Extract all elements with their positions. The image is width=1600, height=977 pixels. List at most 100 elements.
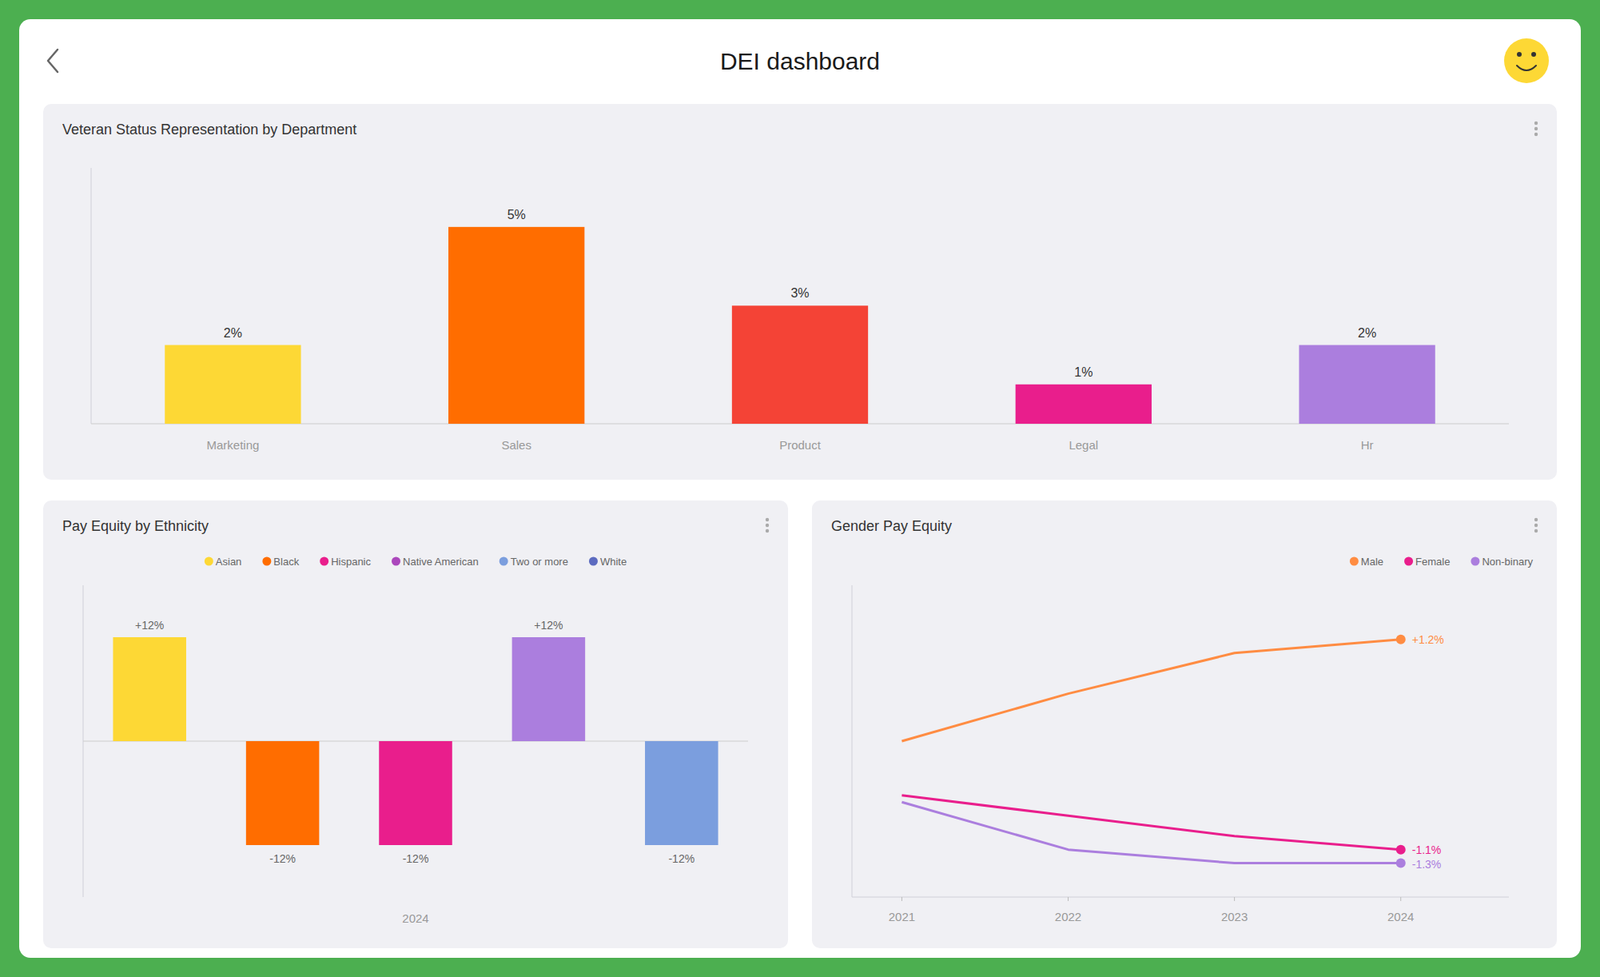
data-label: 2%: [1357, 326, 1377, 340]
axes: Marketing Sales Product Legal Hr: [91, 167, 1509, 452]
chart-title: Veteran Status Representation by Departm…: [62, 121, 357, 138]
line: [901, 639, 1401, 741]
legend-entry: Black: [262, 555, 299, 568]
smiley-face: [1504, 38, 1549, 84]
legend-swatch: [204, 557, 214, 566]
bar: [1015, 384, 1152, 424]
data-label: +12%: [135, 618, 164, 632]
bar: [164, 345, 301, 424]
menu-dot: [765, 523, 769, 527]
legend: Male Female Non-binary: [1349, 555, 1534, 568]
axes: 2021 2022 2023 2024: [851, 585, 1509, 924]
bar: [512, 636, 586, 741]
legend-entry: Native American: [391, 555, 479, 568]
data-label: 5%: [507, 207, 526, 222]
y-axis: [851, 585, 853, 897]
bars: [112, 636, 718, 845]
smiley-icon: [1504, 38, 1549, 84]
legend: Asian Black Hispanic Native American Two or …: [204, 555, 627, 568]
panel-background: [43, 500, 789, 948]
dashboard-title: DEI dashboard: [720, 47, 880, 75]
legend-swatch: [499, 557, 509, 566]
back-icon[interactable]: [47, 49, 58, 72]
data-label: -12%: [402, 851, 430, 865]
legend-label: Male: [1361, 555, 1384, 568]
legend-swatch: [391, 557, 401, 566]
menu-dot: [765, 529, 769, 533]
legend-swatch: [1404, 557, 1413, 566]
bar: [246, 740, 320, 845]
legend-swatch: [589, 557, 598, 566]
smiley-mouth: [1516, 65, 1537, 71]
data-label: -12%: [269, 851, 296, 865]
x-tick-label: Sales: [501, 437, 532, 452]
data-label: +12%: [533, 618, 563, 632]
bar: [448, 226, 585, 424]
bar: [378, 740, 453, 845]
x-tick-label: 2022: [1054, 909, 1082, 924]
x-axis: [851, 896, 1509, 898]
x-tick-label: Product: [779, 437, 822, 452]
x-tick: [901, 896, 903, 901]
end-label: +1.2%: [1412, 632, 1445, 646]
panel-background: [43, 103, 1557, 480]
end-label: -1.1%: [1412, 843, 1442, 856]
x-tick-label: 2024: [1387, 909, 1414, 924]
menu-icon[interactable]: [1534, 517, 1538, 533]
data-label: -12%: [668, 851, 695, 865]
bar: [732, 305, 868, 424]
menu-icon[interactable]: [765, 517, 769, 533]
x-tick-label: Marketing: [206, 437, 259, 452]
panel: Gender Pay Equity Male Female Non-binary 202…: [811, 500, 1557, 948]
x-tick-label: 2023: [1221, 909, 1248, 924]
bar: [644, 740, 719, 845]
lines: [901, 634, 1405, 868]
legend-label: Non-binary: [1481, 555, 1533, 568]
legend-label: Two or more: [510, 555, 569, 568]
x-tick-label: 2024: [401, 911, 429, 925]
x-tick-label: Legal: [1068, 437, 1099, 452]
x-tick-label: Hr: [1361, 437, 1374, 452]
data-labels: +12% -12% -12% +12% -12%: [135, 618, 695, 865]
dashboard: DEI dashboard Veteran Status Representati…: [0, 0, 1600, 977]
legend-label: Hispanic: [330, 555, 371, 568]
data-label: 3%: [790, 286, 809, 300]
legend-label: Native American: [402, 555, 479, 568]
annotations: +1.2% -1.1%-1.3%: [1412, 632, 1445, 871]
end-marker: [1396, 844, 1406, 855]
legend-entry: Female: [1404, 555, 1450, 568]
x-tick: [1067, 896, 1069, 901]
legend-entry: Asian: [204, 555, 243, 568]
legend-swatch: [1470, 557, 1480, 566]
x-tick: [1233, 896, 1235, 901]
panel: Pay Equity by Ethnicity Asian Black Hispani…: [43, 500, 789, 948]
legend-entry: Non-binary: [1470, 555, 1533, 568]
x-tick: [1400, 896, 1401, 901]
chart-title: Gender Pay Equity: [831, 517, 952, 534]
panel: Veteran Status Representation by Departm…: [43, 103, 1557, 480]
data-label: 1%: [1074, 365, 1093, 379]
end-marker: [1396, 858, 1406, 868]
legend-swatch: [319, 557, 329, 566]
legend-entry: Two or more: [499, 555, 569, 568]
legend-label: White: [600, 555, 627, 568]
menu-dot: [1534, 517, 1538, 522]
menu-icon[interactable]: [1534, 121, 1538, 136]
line: [901, 801, 1401, 863]
legend-label: Female: [1415, 555, 1450, 568]
legend-swatch: [1349, 557, 1359, 566]
data-labels: 2%5%3%1%2%: [223, 207, 1377, 379]
legend-entry: Male: [1349, 555, 1384, 568]
x-tick-label: 2021: [888, 909, 916, 924]
bar: [1298, 345, 1435, 424]
menu-dot: [765, 517, 769, 522]
chart-title: Pay Equity by Ethnicity: [62, 517, 209, 534]
end-marker: [1396, 634, 1406, 645]
legend-label: Asian: [215, 555, 243, 568]
end-label: -1.3%: [1412, 857, 1442, 871]
legend-swatch: [262, 557, 271, 566]
bar: [112, 636, 187, 741]
bars: [164, 226, 1436, 424]
legend-entry: White: [589, 555, 627, 568]
legend-entry: Hispanic: [319, 555, 371, 568]
